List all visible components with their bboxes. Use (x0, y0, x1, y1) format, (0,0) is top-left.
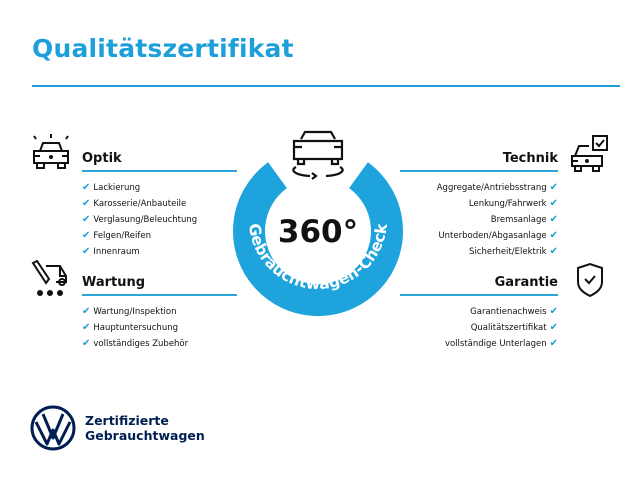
optik-list: ✔ Lackierung ✔ Karosserie/Anbauteile ✔ Verg… (82, 180, 197, 260)
footer-line1: Zertifizierte (85, 413, 169, 428)
check-icon: ✔ (82, 182, 91, 193)
list-item: Bremsanlage ✔ (490, 214, 558, 225)
list-item: ✔ Wartung/Inspektion (82, 306, 177, 317)
check-icon: ✔ (82, 214, 91, 225)
check-icon: ✔ (549, 230, 558, 241)
page-title: Qualitätszertifikat (32, 34, 294, 63)
shield-check-icon (577, 262, 603, 298)
check-icon: ✔ (82, 230, 91, 241)
check-icon: ✔ (549, 214, 558, 225)
list-item: ✔ Innenraum (82, 246, 140, 257)
garantie-list: Garantienachweis ✔ Qualitätszertifikat ✔ v… (445, 304, 558, 352)
check-icon: ✔ (82, 338, 91, 349)
footer-brand-text: Zertifizierte Gebrauchtwagen (85, 413, 205, 443)
title-divider (32, 85, 620, 87)
vw-logo (30, 405, 76, 451)
list-item: ✔ Hauptuntersuchung (82, 322, 178, 333)
check-icon: ✔ (82, 306, 91, 317)
check-icon: ✔ (549, 182, 558, 193)
service-tools-icon (31, 260, 67, 296)
optik-heading: Optik (82, 151, 122, 166)
check-icon: ✔ (82, 246, 91, 257)
list-item: ✔ Verglasung/Beleuchtung (82, 214, 198, 225)
optik-divider (82, 170, 237, 172)
list-item: ✔ Felgen/Reifen (82, 230, 152, 241)
check-icon: ✔ (549, 198, 558, 209)
ring-arc (233, 162, 403, 316)
garantie-heading: Garantie (494, 275, 558, 290)
footer-line2: Gebrauchtwagen (85, 428, 205, 443)
list-item: Sicherheit/Elektrik ✔ (469, 246, 558, 257)
car-rotate-icon (292, 130, 344, 180)
list-item: Qualitätszertifikat ✔ (470, 322, 558, 333)
360-label: 360° (278, 214, 358, 250)
list-item: Garantienachweis ✔ (470, 306, 558, 317)
car-lights-icon (33, 134, 69, 169)
check-icon: ✔ (549, 306, 558, 317)
technik-divider (400, 170, 558, 172)
garantie-divider (400, 294, 558, 296)
wartung-list: ✔ Wartung/Inspektion ✔ Hauptuntersuchung ✔… (82, 304, 188, 352)
check-icon: ✔ (549, 246, 558, 257)
car-checkbox-icon (571, 135, 608, 172)
check-icon: ✔ (549, 322, 558, 333)
check-icon: ✔ (82, 322, 91, 333)
list-item: Lenkung/Fahrwerk ✔ (468, 198, 558, 209)
list-item: ✔ Karosserie/Anbauteile (82, 198, 187, 209)
technik-heading: Technik (502, 151, 558, 166)
list-item: Unterboden/Abgasanlage ✔ (438, 230, 558, 241)
check-icon: ✔ (549, 338, 558, 349)
list-item: ✔ Lackierung (82, 182, 141, 193)
technik-list: Aggregate/Antriebsstrang ✔ Lenkung/Fahrwe… (437, 180, 558, 260)
list-item: Aggregate/Antriebsstrang ✔ (436, 182, 558, 193)
list-item: ✔ vollständiges Zubehör (82, 338, 189, 349)
list-item: vollständige Unterlagen ✔ (444, 338, 558, 349)
check-icon: ✔ (82, 198, 91, 209)
wartung-heading: Wartung (82, 275, 146, 290)
360-check-badge: Gebrauchtwagen-Check 360° (233, 130, 403, 316)
wartung-divider (82, 294, 237, 296)
